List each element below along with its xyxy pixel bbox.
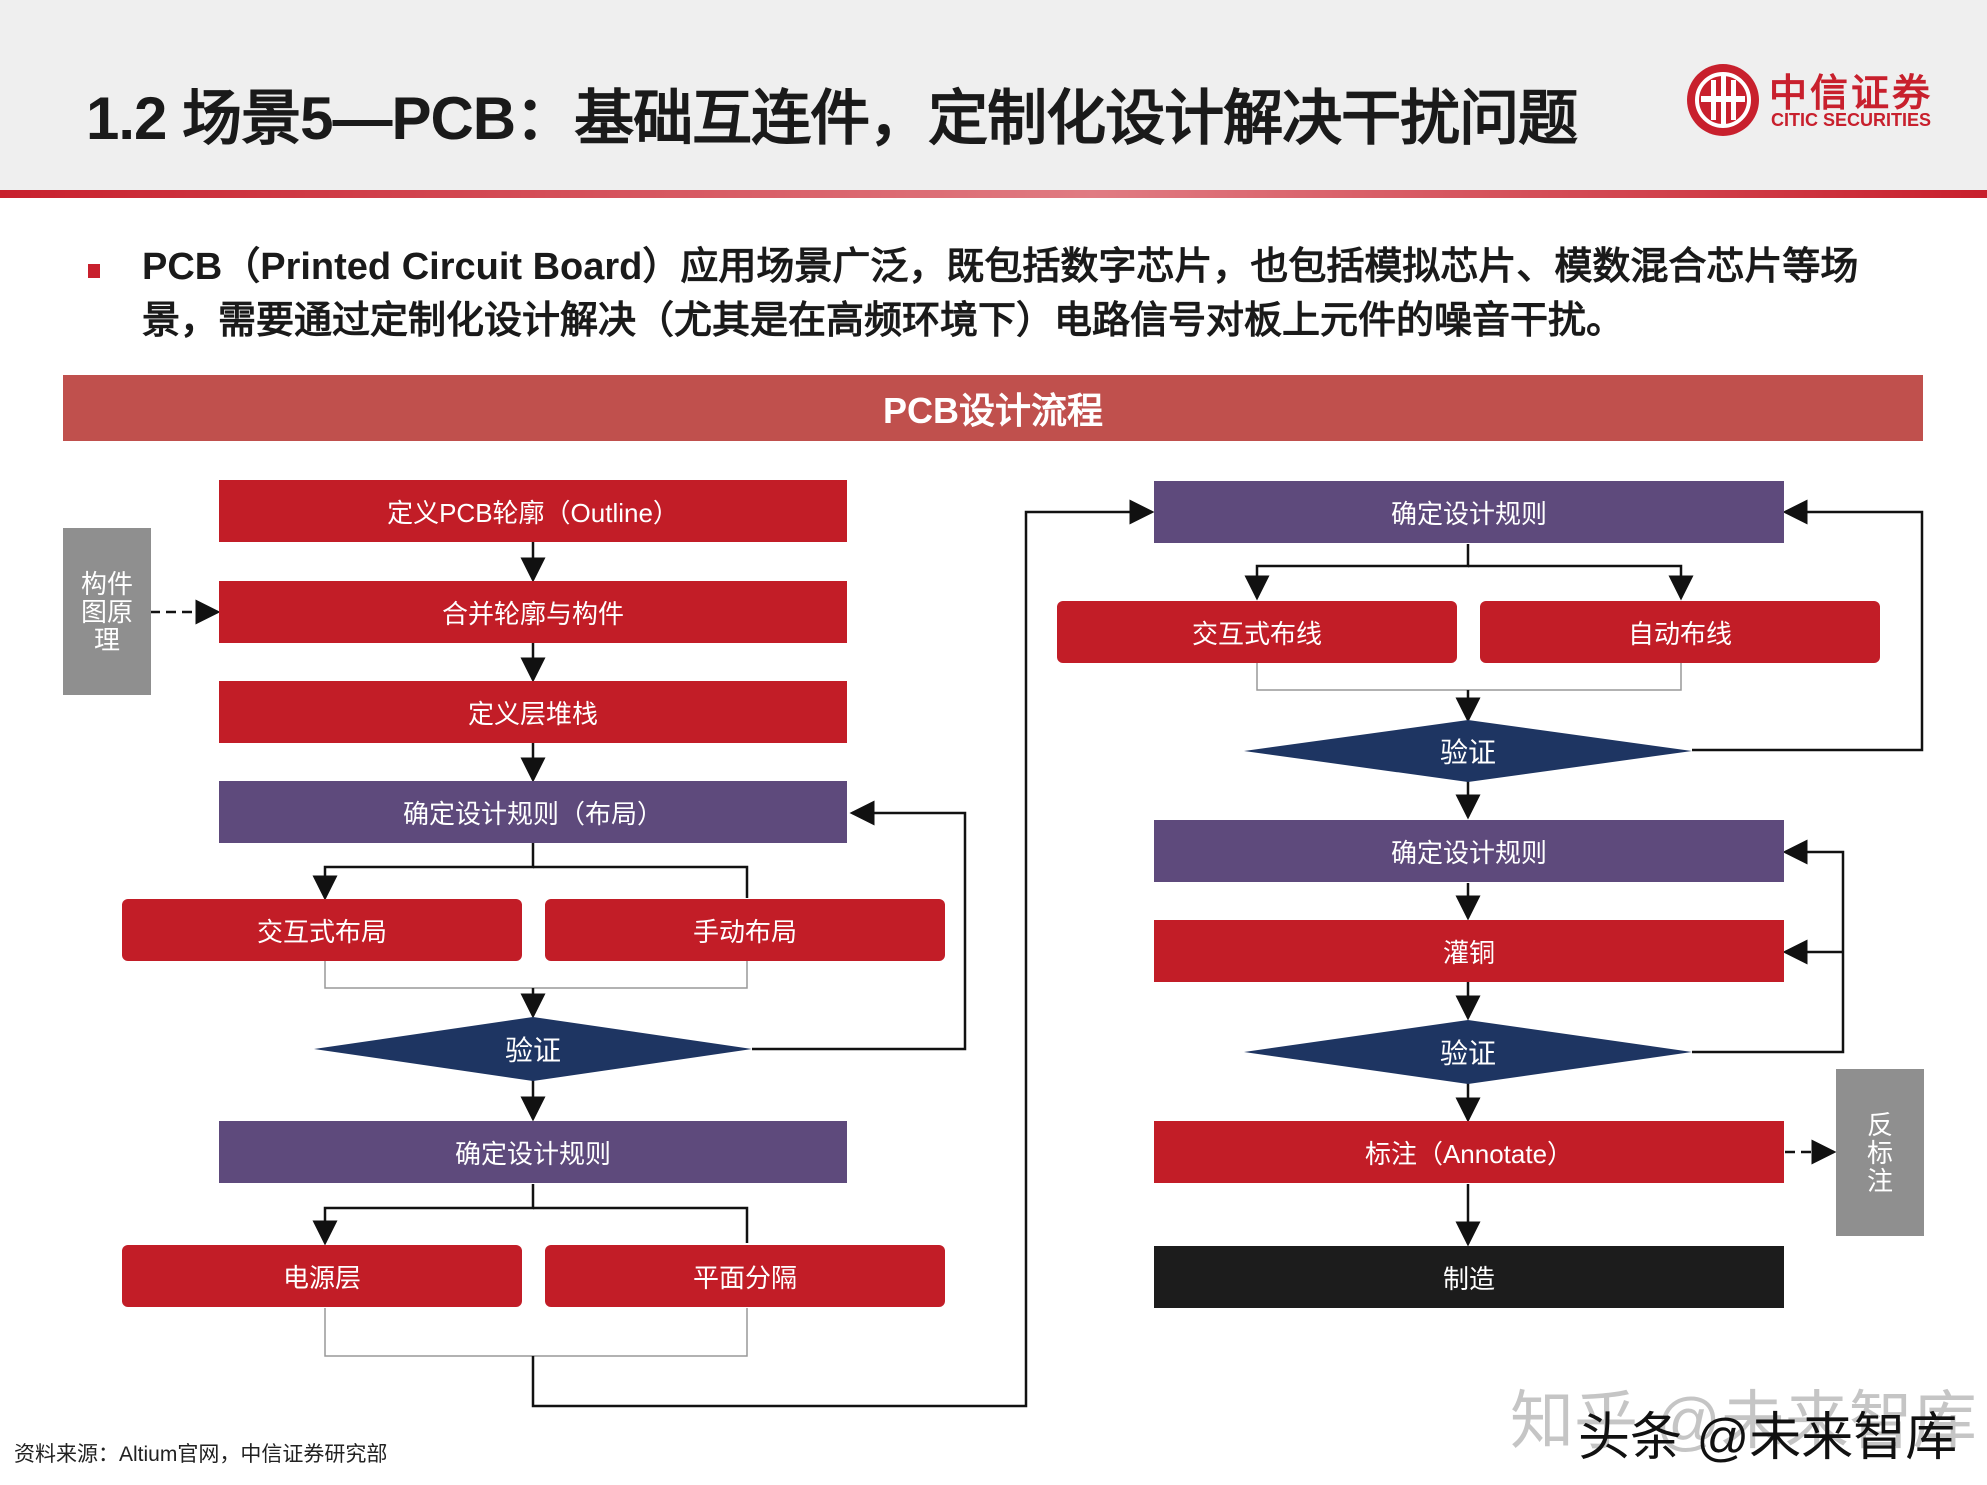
logo-text-cn: 中信证券 <box>1769 70 1934 115</box>
rules-top-box: 确定设计规则 <box>1154 481 1784 543</box>
verify-label-right-1: 验证 <box>1439 737 1496 768</box>
header-divider <box>0 190 1987 198</box>
auto-routing-box: 自动布线 <box>1480 601 1880 663</box>
citic-emblem-icon <box>1687 64 1759 136</box>
rules-layout-box: 确定设计规则（布局） <box>219 781 847 843</box>
plane-split-box: 平面分隔 <box>545 1245 945 1307</box>
intro-text: PCB（Printed Circuit Board）应用场景广泛，既包括数字芯片… <box>142 246 1859 342</box>
rules-box-left: 确定设计规则 <box>219 1121 847 1183</box>
manual-layout-box: 手动布局 <box>545 899 945 961</box>
rules-mid-box: 确定设计规则 <box>1154 820 1784 882</box>
merge-outline-box: 合并轮廓与构件 <box>219 581 847 643</box>
citic-logo: 中信证券 CITIC SECURITIES <box>1683 60 1963 140</box>
copper-pour-box: 灌铜 <box>1154 920 1784 982</box>
verify-diamond-left <box>314 1017 752 1081</box>
source-note: 资料来源：Altium官网，中信证券研究部 <box>14 1443 388 1466</box>
manufacture-box: 制造 <box>1154 1246 1784 1308</box>
flow-title-band: PCB设计流程 <box>63 375 1923 441</box>
define-outline-box: 定义PCB轮廓（Outline） <box>219 480 847 542</box>
watermark-toutiao: 头条 @未来智库 <box>1578 1409 1958 1467</box>
bullet-icon <box>88 264 100 278</box>
watermark-zhihu: 知乎 @未来智库 <box>1510 1385 1977 1457</box>
interactive-layout-box: 交互式布局 <box>122 899 522 961</box>
verify-diamond-right-2 <box>1244 1020 1692 1084</box>
back-annotate-side-label: 反标注 <box>1836 1069 1924 1236</box>
verify-label-right-2: 验证 <box>1439 1038 1496 1069</box>
power-layer-box: 电源层 <box>122 1245 522 1307</box>
interactive-routing-box: 交互式布线 <box>1057 601 1457 663</box>
back-annotate-side-text: 反标注 <box>1866 1109 1893 1196</box>
logo-text-en: CITIC SECURITIES <box>1771 110 1932 130</box>
layer-stack-box: 定义层堆栈 <box>219 681 847 743</box>
schematic-side-text: 构件图原理 <box>80 568 133 655</box>
header-bar <box>0 0 1987 190</box>
schematic-side-label: 构件图原理 <box>63 528 151 695</box>
page-title: 1.2 场景5—PCB：基础互连件，定制化设计解决干扰问题 <box>86 85 1578 152</box>
verify-diamond-right-1 <box>1244 720 1692 782</box>
annotate-box: 标注（Annotate） <box>1154 1121 1784 1183</box>
verify-label-left: 验证 <box>504 1035 561 1066</box>
